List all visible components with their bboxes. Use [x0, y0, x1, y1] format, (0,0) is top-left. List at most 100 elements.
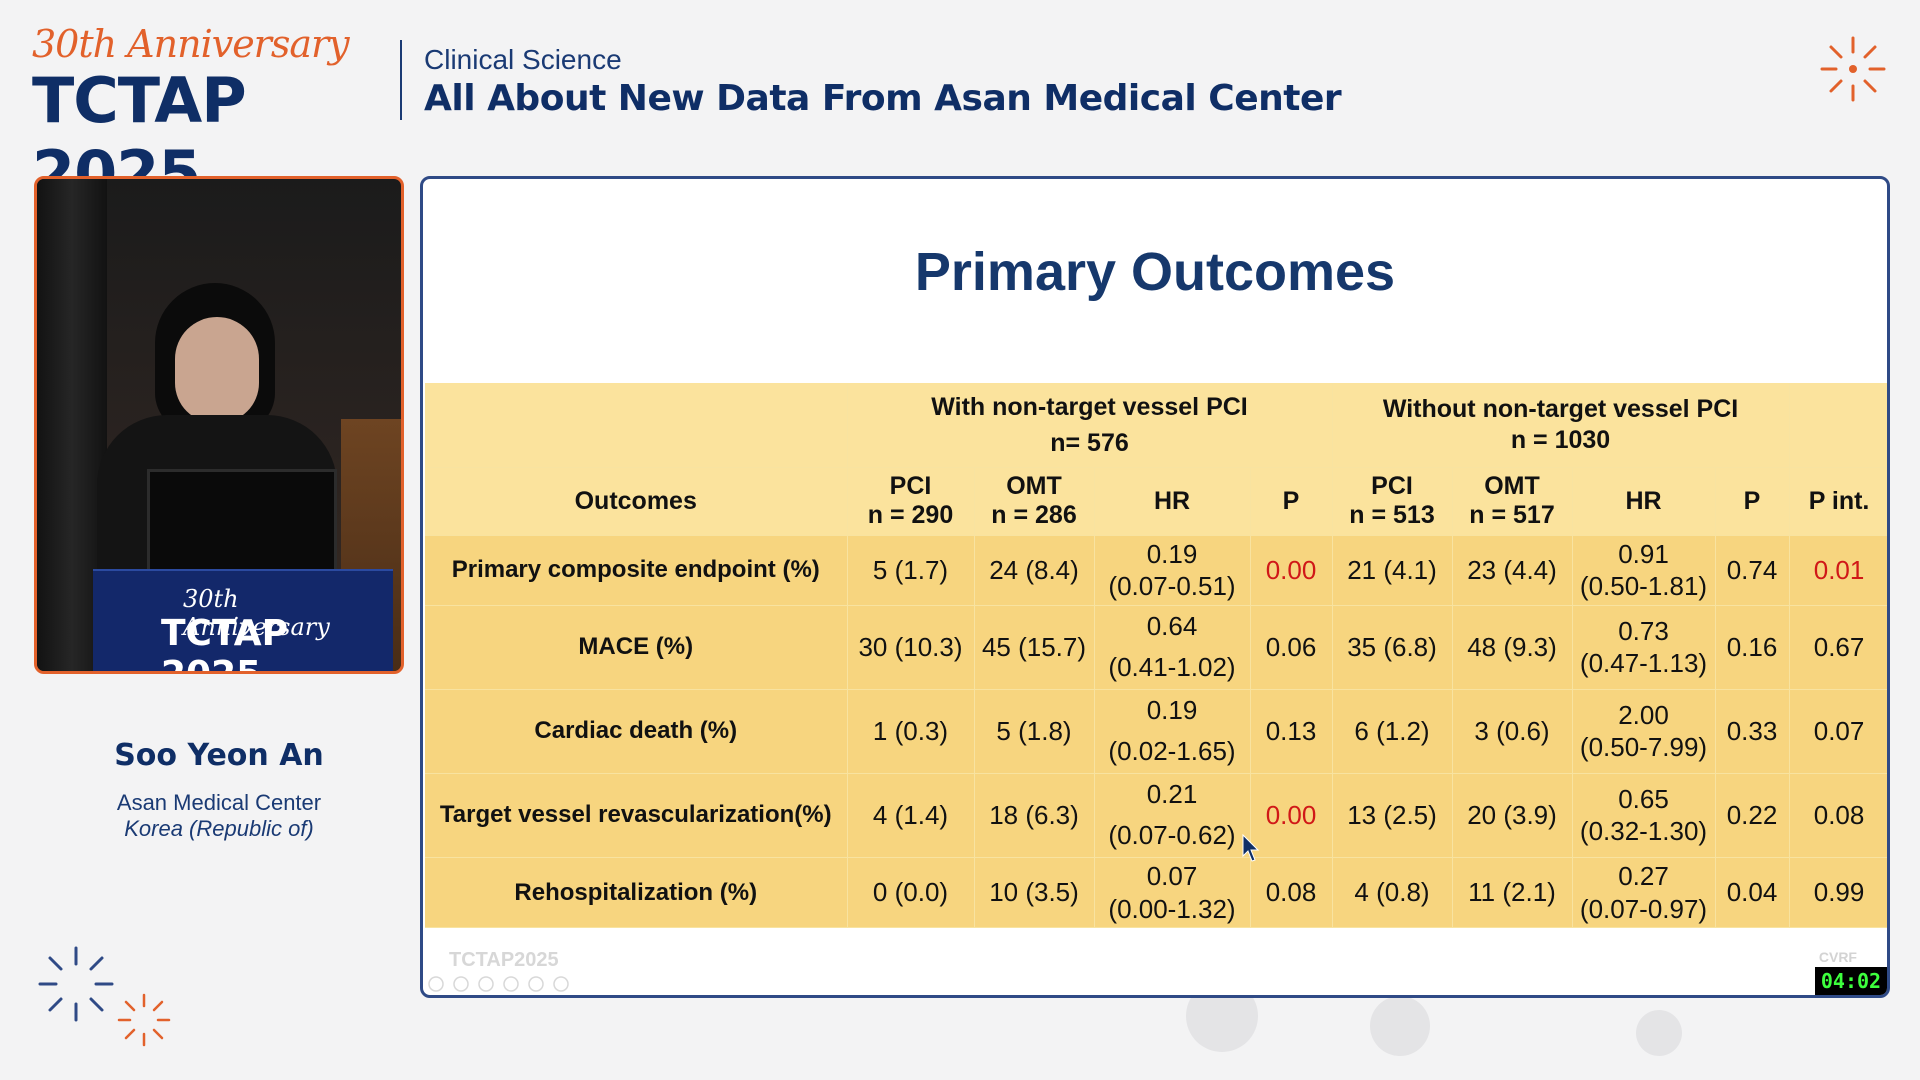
hr-without-value: 0.73 (0.47-1.13) [1572, 605, 1716, 690]
hr-ci: (0.07-0.97) [1579, 893, 1708, 924]
col-hr-without: HR [1572, 467, 1716, 536]
p-int-value: 0.08 [1789, 773, 1887, 859]
brand-text: TCTAP 2025 [32, 64, 247, 210]
omt-with-value: 5 (1.8) [974, 689, 1095, 774]
slide-title: Primary Outcomes [914, 242, 1396, 302]
col-pci-with: PCI n = 290 [847, 467, 975, 536]
pci-with-value: 4 (1.4) [847, 773, 975, 859]
speaker-affiliation: Asan Medical Center [116, 790, 322, 815]
omt-without-value: 11 (2.1) [1452, 857, 1573, 929]
pci-without-value: 4 (0.8) [1332, 857, 1453, 929]
session-subtitle: Clinical Science [424, 44, 622, 75]
hr-estimate: 0.64 [1146, 610, 1198, 641]
p-with-value: 0.06 [1250, 605, 1333, 690]
sparkle-icon [117, 993, 171, 1047]
col-pci-with-label: PCI [889, 472, 932, 500]
hr-estimate: 0.91 [1618, 538, 1669, 569]
p-with-value: 0.08 [1250, 857, 1333, 929]
group-header-with: With non-target vessel PCI n= 576 [847, 383, 1333, 468]
p-with-value: 0.13 [1250, 689, 1333, 774]
group-without-n: n = 1030 [1510, 425, 1611, 454]
outcome-label: Rehospitalization (%) [425, 857, 848, 929]
presentation-timer: 04:02 [1815, 967, 1887, 995]
table-row: MACE (%) 30 (10.3) 45 (15.7) 0.64 (0.41-1… [425, 605, 1887, 690]
pci-with-value: 1 (0.3) [847, 689, 975, 774]
hr-estimate: 0.73 [1618, 615, 1669, 646]
group-with-label: With non-target vessel PCI [931, 392, 1248, 421]
hr-with-value: 0.64 (0.41-1.02) [1094, 605, 1251, 690]
col-omt-without-label: OMT [1484, 472, 1540, 500]
omt-with-value: 10 (3.5) [974, 857, 1095, 929]
omt-without-value: 48 (9.3) [1452, 605, 1573, 690]
tctap-logo: 30th Anniversary TCTAP 2025 [32, 22, 392, 210]
omt-with-value: 24 (8.4) [974, 535, 1095, 606]
slide-watermark-logo: TCTAP2025 [449, 949, 559, 971]
speaker-country: Korea (Republic of) [124, 816, 314, 841]
col-pci-without-label: PCI [1371, 472, 1413, 500]
slideshow-controls[interactable] [427, 975, 597, 993]
outcome-label: MACE (%) [425, 605, 848, 690]
hr-estimate: 0.27 [1618, 861, 1669, 892]
hr-without-value: 0.65 (0.32-1.30) [1572, 773, 1716, 859]
group-header-without: Without non-target vessel PCI n = 1030 [1332, 383, 1790, 468]
sparkle-icon [38, 946, 114, 1022]
hr-with-value: 0.19 (0.02-1.65) [1094, 689, 1251, 774]
col-omt-with-label: OMT [1006, 472, 1062, 500]
hr-estimate: 0.19 [1146, 538, 1198, 569]
hr-estimate: 0.21 [1146, 778, 1198, 809]
p-int-value: 0.01 [1789, 535, 1887, 606]
outcome-label: Target vessel revascularization(%) [425, 773, 848, 859]
hr-ci: (0.50-7.99) [1579, 732, 1708, 763]
pci-with-value: 0 (0.0) [847, 857, 975, 929]
podium-monitor [147, 469, 337, 579]
col-omt-with-n: n = 286 [991, 501, 1077, 529]
outcome-label: Primary composite endpoint (%) [425, 535, 848, 606]
podium-brand: TCTAP 2025 [161, 613, 288, 671]
hr-estimate: 0.65 [1618, 783, 1669, 814]
p-without-value: 0.16 [1715, 605, 1790, 690]
header-empty-cell [1789, 383, 1887, 468]
outcomes-table: With non-target vessel PCI n= 576 Withou… [425, 383, 1887, 929]
table-row: Primary composite endpoint (%) 5 (1.7) 2… [425, 535, 1887, 606]
hr-ci: (0.07-0.51) [1108, 571, 1236, 601]
omt-without-value: 23 (4.4) [1452, 535, 1573, 606]
p-int-value: 0.99 [1789, 857, 1887, 929]
hr-with-value: 0.19 (0.07-0.51) [1094, 535, 1251, 606]
omt-with-value: 45 (15.7) [974, 605, 1095, 690]
pci-without-value: 35 (6.8) [1332, 605, 1453, 690]
omt-without-value: 3 (0.6) [1452, 689, 1573, 774]
table-row: Target vessel revascularization(%) 4 (1.… [425, 773, 1887, 859]
col-omt-with: OMT n = 286 [974, 467, 1095, 536]
hr-estimate: 0.19 [1146, 694, 1198, 725]
hr-ci: (0.32-1.30) [1579, 816, 1708, 847]
hr-ci: (0.07-0.62) [1108, 820, 1236, 851]
omt-with-value: 18 (6.3) [974, 773, 1095, 859]
sparkle-icon [1820, 36, 1886, 102]
speaker-video: 30th Anniversary TCTAP 2025 [34, 176, 404, 674]
p-without-value: 0.04 [1715, 857, 1790, 929]
hr-without-value: 2.00 (0.50-7.99) [1572, 689, 1716, 774]
col-hr-with: HR [1094, 467, 1251, 536]
background-dot [1370, 996, 1430, 1056]
hr-ci: (0.41-1.02) [1108, 652, 1236, 683]
pci-without-value: 21 (4.1) [1332, 535, 1453, 606]
hr-with-value: 0.07 (0.00-1.32) [1094, 857, 1251, 929]
anniversary-text: 30th Anniversary [32, 22, 350, 66]
header-empty-cell [425, 383, 848, 468]
col-p-int: P int. [1789, 467, 1887, 536]
table-row: Cardiac death (%) 1 (0.3) 5 (1.8) 0.19 (0… [425, 689, 1887, 774]
outcome-label: Cardiac death (%) [425, 689, 848, 774]
p-without-value: 0.74 [1715, 535, 1790, 606]
hr-without-value: 0.27 (0.07-0.97) [1572, 857, 1716, 929]
col-p-with: P [1250, 467, 1333, 536]
group-with-n: n= 576 [1050, 428, 1129, 457]
hr-estimate: 2.00 [1618, 699, 1669, 730]
podium-anniversary: 30th Anniversary [183, 585, 330, 641]
col-omt-without: OMT n = 517 [1452, 467, 1573, 536]
background-dot [1636, 1010, 1682, 1056]
hr-ci: (0.00-1.32) [1108, 893, 1236, 924]
speaker-face [175, 317, 259, 423]
pci-with-value: 5 (1.7) [847, 535, 975, 606]
presentation-slide: Primary Outcomes With non-target vessel … [420, 176, 1890, 998]
p-without-value: 0.22 [1715, 773, 1790, 859]
